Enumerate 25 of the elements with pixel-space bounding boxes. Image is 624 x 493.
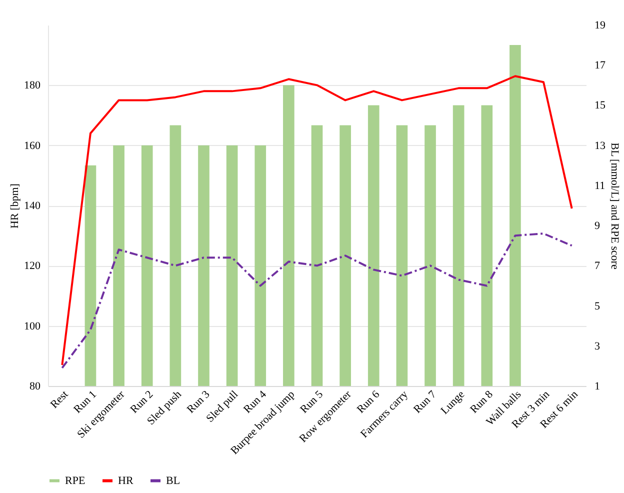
- y2-axis-title: BL [mmol/L] and RPE score: [608, 142, 620, 270]
- y2-tick-label: 13: [594, 140, 606, 152]
- line-series: [61, 75, 573, 366]
- y-tick-label: 100: [24, 320, 41, 332]
- y2-tick-label: 17: [594, 60, 606, 72]
- y-tick-label: 140: [24, 200, 41, 212]
- y2-tick-label: 9: [594, 220, 600, 232]
- line-series: [61, 232, 573, 369]
- y-tick-label: 80: [30, 380, 41, 392]
- y2-tick-label: 1: [594, 380, 600, 392]
- legend-label: BL: [166, 474, 180, 487]
- y-tick-label: 120: [24, 260, 41, 272]
- x-tick-label: Rest: [48, 388, 71, 411]
- y2-tick-label: 19: [594, 20, 606, 32]
- y2-tick-label: 5: [594, 300, 600, 312]
- y-tick-label: 180: [24, 80, 41, 92]
- legend-label: HR: [118, 474, 134, 487]
- y2-tick-label: 7: [594, 260, 600, 272]
- legend-label: RPE: [65, 474, 86, 487]
- y-axis-title: HR [bpm]: [9, 184, 21, 228]
- y-tick-label: 160: [24, 140, 41, 152]
- y2-tick-label: 11: [594, 180, 606, 192]
- x-tick-label: Run 7: [411, 388, 440, 416]
- y2-tick-label: 15: [594, 100, 606, 112]
- y2-tick-label: 3: [594, 340, 600, 352]
